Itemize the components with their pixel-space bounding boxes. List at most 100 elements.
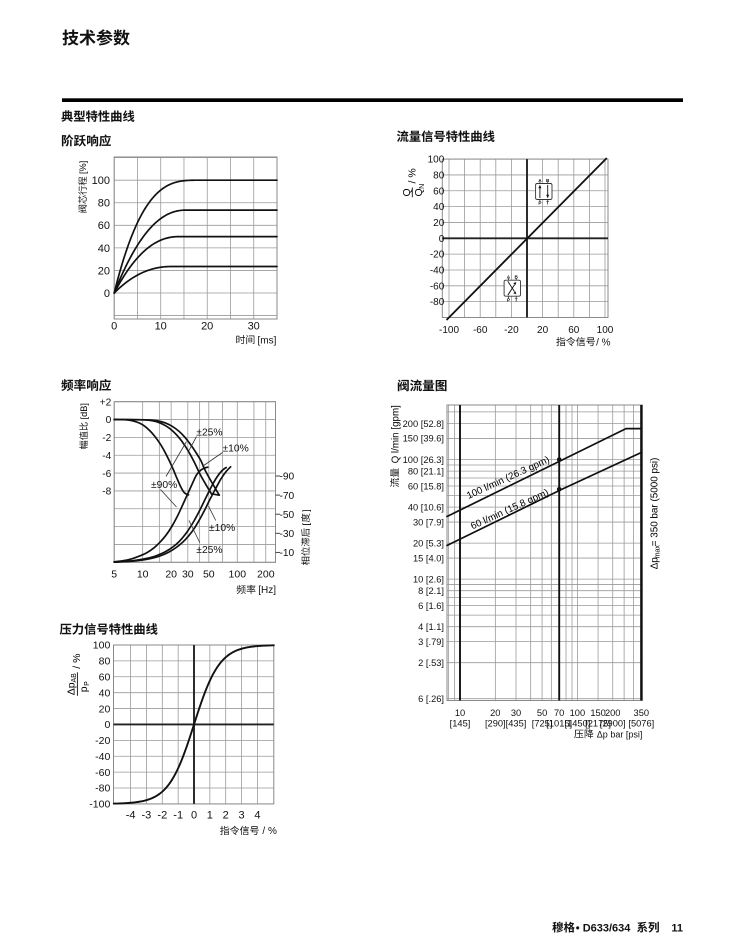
svg-text:[725]: [725] (532, 718, 553, 728)
svg-text:20: 20 (98, 265, 110, 277)
svg-text:Δp: Δp (65, 682, 77, 695)
svg-text:[145]: [145] (450, 718, 471, 728)
svg-text:30: 30 (182, 568, 194, 580)
svg-text:/ %: / % (262, 826, 277, 837)
svg-text:AB: AB (71, 673, 78, 683)
svg-text:±90%: ±90% (151, 480, 177, 491)
svg-text:[ms]: [ms] (258, 335, 277, 346)
svg-text:40 [10.6]: 40 [10.6] (408, 502, 444, 512)
svg-text:80: 80 (99, 656, 111, 668)
svg-text:0: 0 (104, 719, 110, 731)
svg-text:80: 80 (433, 170, 445, 181)
svg-text:80 [21.1]: 80 [21.1] (408, 466, 444, 476)
svg-text:60: 60 (99, 672, 111, 684)
svg-text:B: B (546, 178, 550, 183)
svg-text:30 [7.9]: 30 [7.9] (413, 517, 444, 527)
svg-text:[435]: [435] (506, 718, 527, 728)
svg-text:max: max (655, 545, 662, 559)
svg-text:-40: -40 (95, 751, 110, 763)
svg-text:3: 3 (239, 810, 245, 822)
svg-text:±10%: ±10% (209, 523, 235, 534)
svg-text:[5076]: [5076] (628, 718, 654, 728)
svg-text:]: ] (300, 509, 311, 512)
svg-text:20 [5.3]: 20 [5.3] (413, 538, 444, 548)
svg-text:[Hz]: [Hz] (258, 585, 276, 596)
svg-text:20: 20 (490, 708, 500, 718)
svg-text:-20: -20 (504, 325, 519, 336)
svg-text:-8: -8 (102, 487, 111, 498)
svg-text:±10%: ±10% (223, 443, 249, 454)
svg-text:= 350 bar (5000 psi): = 350 bar (5000 psi) (650, 458, 661, 547)
svg-text:P: P (538, 201, 541, 206)
svg-text:[1015]: [1015] (546, 718, 572, 728)
svg-text:-3: -3 (142, 810, 152, 822)
svg-text:60: 60 (433, 186, 445, 197)
svg-text:Q l/min [gpm]: Q l/min [gpm] (390, 405, 401, 464)
svg-text:150 [39.6]: 150 [39.6] (403, 434, 444, 444)
svg-text:/ %: / % (596, 337, 611, 348)
svg-text:-90: -90 (280, 472, 295, 483)
svg-text:150: 150 (590, 708, 606, 718)
svg-text:P: P (84, 681, 91, 686)
svg-text:-70: -70 (280, 491, 295, 502)
svg-text:/ %: / % (406, 168, 418, 183)
svg-text:10: 10 (155, 321, 167, 333)
svg-text:[: [ (300, 523, 311, 526)
svg-text:3 [.79]: 3 [.79] (418, 637, 444, 647)
svg-text:-100: -100 (89, 799, 110, 811)
svg-text:6 [.26]: 6 [.26] (418, 694, 444, 704)
svg-text:0: 0 (111, 321, 117, 333)
svg-text:100: 100 (597, 325, 614, 336)
svg-text:-4: -4 (126, 810, 136, 822)
svg-text:[290]: [290] (485, 718, 506, 728)
svg-text:100 [26.3]: 100 [26.3] (403, 455, 444, 465)
svg-text:0: 0 (106, 415, 112, 426)
svg-text:• D633/634: • D633/634 (576, 923, 631, 935)
svg-text:T: T (515, 297, 518, 302)
svg-text:200: 200 (605, 708, 621, 718)
svg-text:1: 1 (207, 810, 213, 822)
svg-text:/ %: / % (71, 654, 83, 669)
svg-text:200 [52.8]: 200 [52.8] (403, 419, 444, 429)
svg-text:30: 30 (248, 321, 260, 333)
svg-text:2 [.53]: 2 [.53] (418, 658, 444, 668)
svg-text:P: P (507, 297, 510, 302)
svg-text:N: N (419, 184, 426, 189)
svg-text:8 [2.1]: 8 [2.1] (418, 586, 444, 596)
svg-text:60: 60 (98, 220, 110, 232)
svg-text:10: 10 (137, 568, 149, 580)
svg-text:B: B (515, 275, 519, 280)
svg-text:-40: -40 (430, 266, 445, 277)
svg-text:[%]: [%] (78, 161, 88, 174)
svg-text:±25%: ±25% (196, 427, 222, 438)
svg-text:200: 200 (257, 568, 275, 580)
svg-text:350: 350 (634, 708, 650, 718)
svg-text:40: 40 (99, 687, 111, 699)
svg-text:30: 30 (511, 708, 521, 718)
svg-text:-60: -60 (473, 325, 488, 336)
svg-text:4 [1.1]: 4 [1.1] (418, 622, 444, 632)
svg-text:80: 80 (98, 198, 110, 210)
svg-text:-80: -80 (95, 783, 110, 795)
svg-text:10: 10 (455, 708, 465, 718)
svg-text:-50: -50 (280, 510, 295, 521)
svg-text:20: 20 (99, 703, 111, 715)
svg-text:±25%: ±25% (196, 545, 222, 556)
svg-text:40: 40 (433, 202, 445, 213)
svg-text:20: 20 (433, 218, 445, 229)
svg-text:Δp: Δp (650, 557, 661, 570)
svg-text:-60: -60 (430, 281, 445, 292)
svg-text:-1: -1 (173, 810, 183, 822)
svg-text:4: 4 (254, 810, 260, 822)
svg-text:Δp bar [psi]: Δp bar [psi] (597, 730, 643, 740)
svg-text:-10: -10 (280, 548, 295, 559)
svg-text:5: 5 (111, 568, 117, 580)
svg-text:-20: -20 (95, 735, 110, 747)
svg-text:[dB]: [dB] (79, 403, 89, 419)
svg-text:40: 40 (98, 243, 110, 255)
svg-text:0: 0 (439, 234, 445, 245)
svg-text:20: 20 (537, 325, 549, 336)
svg-text:20: 20 (201, 321, 213, 333)
svg-text:+2: +2 (100, 397, 112, 408)
svg-text:p: p (78, 686, 90, 692)
